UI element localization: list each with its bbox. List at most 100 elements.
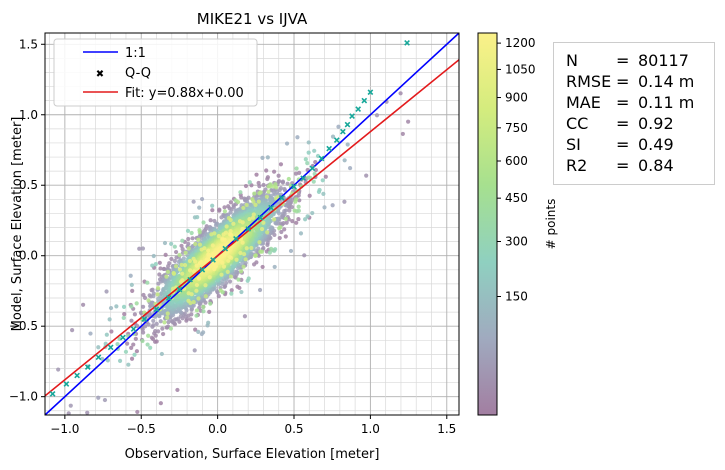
density-point: [273, 196, 279, 201]
density-point: [201, 309, 206, 314]
density-point: [177, 319, 182, 324]
stat-value: 0.11 m: [638, 93, 695, 112]
density-point: [317, 187, 322, 193]
density-point: [222, 209, 228, 214]
density-point: [129, 356, 135, 361]
qq-marker: [326, 145, 333, 152]
chart-title: MIKE21 vs IJVA: [197, 10, 308, 28]
density-point: [224, 280, 229, 286]
density-point: [306, 175, 311, 180]
density-point: [155, 286, 161, 291]
density-point: [186, 298, 191, 303]
density-point: [240, 240, 245, 245]
density-point: [192, 348, 197, 353]
density-point: [296, 216, 301, 222]
x-tick-label: −0.5: [127, 422, 156, 436]
density-point: [406, 119, 411, 124]
density-point: [173, 264, 179, 269]
density-point: [239, 269, 244, 274]
density-point: [165, 315, 170, 320]
density-point: [85, 410, 90, 415]
density-point: [342, 158, 347, 163]
density-point: [189, 230, 194, 236]
density-point: [201, 330, 206, 335]
density-point: [182, 311, 187, 316]
qq-marker: [333, 137, 340, 143]
density-point: [145, 280, 150, 285]
density-point: [143, 324, 148, 329]
density-point: [100, 356, 105, 362]
density-point: [186, 236, 191, 242]
density-point: [210, 208, 215, 213]
density-point: [133, 336, 138, 341]
density-point: [96, 395, 101, 400]
density-point: [169, 318, 174, 324]
qq-marker: [141, 316, 148, 323]
density-point: [297, 170, 302, 175]
density-point: [228, 274, 234, 279]
density-point: [172, 258, 177, 264]
density-point: [205, 235, 210, 241]
density-point: [283, 216, 288, 222]
density-point: [117, 358, 123, 364]
stat-eq: =: [616, 51, 630, 70]
density-point: [159, 351, 164, 357]
colorbar-tick-label: 1200: [505, 36, 536, 50]
density-point: [252, 191, 257, 196]
density-point: [214, 289, 220, 294]
qq-marker: [63, 381, 70, 387]
density-point: [260, 264, 265, 270]
density-point: [115, 342, 120, 347]
density-point: [292, 208, 297, 213]
density-point: [195, 215, 200, 220]
density-point: [225, 269, 230, 274]
density-point: [160, 326, 165, 331]
density-point: [197, 276, 202, 281]
x-tick-label: −1.0: [50, 422, 79, 436]
qq-marker: [210, 257, 216, 263]
y-axis-label: Model, Surface Elevation [meter]: [10, 117, 25, 332]
density-point: [226, 258, 231, 263]
qq-marker: [153, 306, 160, 313]
density-point: [172, 244, 177, 249]
density-point: [180, 246, 185, 252]
stat-eq: =: [616, 156, 630, 175]
density-point: [194, 288, 199, 293]
stat-name: RMSE: [566, 72, 612, 91]
density-point: [177, 252, 182, 258]
density-point: [305, 214, 310, 219]
density-point: [134, 301, 139, 306]
density-point: [117, 336, 122, 341]
density-point: [174, 249, 179, 255]
density-point: [251, 262, 257, 267]
density-point: [165, 269, 171, 274]
density-point: [251, 212, 256, 217]
density-point: [169, 241, 174, 246]
density-point: [183, 250, 188, 255]
density-point: [294, 197, 299, 202]
density-point: [177, 267, 183, 272]
density-point: [146, 298, 151, 303]
density-point: [222, 205, 227, 210]
density-point: [208, 218, 213, 223]
density-point: [257, 191, 262, 196]
density-point: [257, 240, 262, 245]
colorbar-tick-label: 750: [505, 121, 528, 135]
density-point: [312, 171, 317, 176]
density-point: [238, 190, 243, 195]
density-point: [272, 192, 277, 197]
density-point: [126, 362, 131, 367]
qq-marker: [49, 390, 56, 397]
density-point: [274, 185, 279, 190]
density-point: [181, 256, 186, 261]
colorbar-tick-label: 150: [505, 290, 528, 304]
y-tick-label: −1.0: [9, 390, 38, 404]
density-point: [242, 251, 247, 257]
density-point: [231, 221, 236, 226]
y-tick-label: 0.5: [19, 178, 38, 192]
density-point: [284, 141, 290, 146]
density-point: [149, 335, 154, 340]
density-point: [247, 216, 252, 222]
density-point: [129, 318, 134, 323]
density-point: [197, 230, 202, 235]
